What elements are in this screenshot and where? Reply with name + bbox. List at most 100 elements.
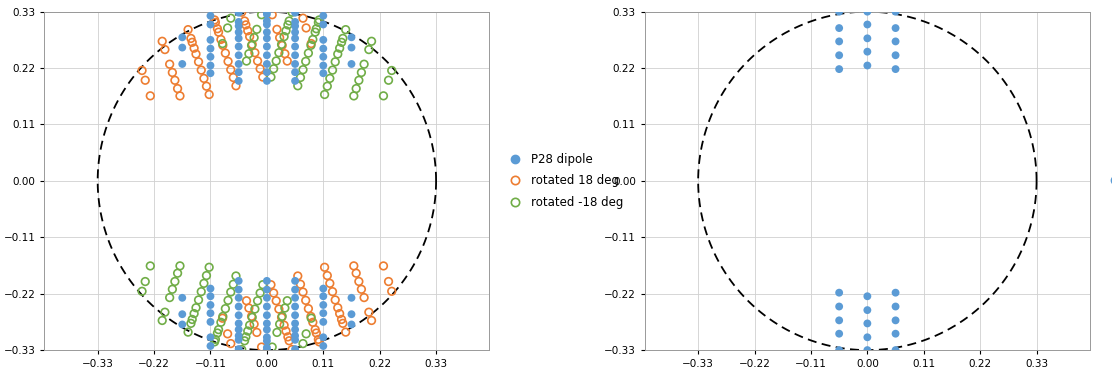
- Point: [237, 334, 255, 340]
- Point: [363, 38, 380, 44]
- Point: [858, 9, 876, 15]
- Point: [238, 58, 256, 64]
- Point: [379, 279, 397, 285]
- Point: [277, 28, 295, 34]
- Point: [133, 67, 151, 74]
- Point: [137, 77, 155, 83]
- Point: [214, 315, 231, 321]
- Point: [258, 344, 276, 350]
- Point: [321, 280, 339, 286]
- Point: [315, 302, 332, 308]
- Point: [207, 19, 225, 26]
- Point: [241, 33, 259, 40]
- Point: [201, 54, 219, 60]
- Point: [209, 26, 227, 32]
- Point: [186, 45, 203, 51]
- Point: [258, 312, 276, 318]
- Point: [294, 340, 311, 347]
- Point: [294, 15, 311, 21]
- Point: [252, 12, 270, 18]
- Point: [246, 49, 264, 56]
- Point: [214, 40, 231, 47]
- Point: [278, 58, 296, 64]
- Point: [186, 310, 203, 317]
- Point: [244, 314, 261, 321]
- Point: [201, 319, 219, 325]
- Point: [355, 294, 373, 301]
- Point: [309, 336, 327, 342]
- Point: [318, 83, 336, 89]
- Point: [315, 54, 332, 60]
- Point: [831, 289, 848, 296]
- Point: [286, 19, 304, 25]
- Point: [173, 44, 191, 51]
- Point: [355, 61, 373, 67]
- Point: [363, 317, 380, 324]
- Point: [286, 312, 304, 318]
- Point: [198, 272, 216, 279]
- Point: [289, 273, 307, 279]
- Point: [258, 44, 276, 50]
- Point: [286, 52, 304, 58]
- Point: [304, 36, 321, 42]
- Point: [297, 331, 315, 337]
- Point: [219, 58, 237, 65]
- Point: [350, 279, 368, 285]
- Point: [329, 51, 347, 57]
- Point: [161, 294, 179, 301]
- Point: [326, 297, 344, 303]
- Point: [858, 62, 876, 68]
- Point: [324, 67, 341, 73]
- Point: [310, 339, 328, 345]
- Point: [360, 309, 378, 315]
- Point: [316, 91, 334, 98]
- Point: [258, 303, 276, 310]
- Point: [299, 305, 317, 312]
- Point: [315, 310, 332, 316]
- Point: [886, 9, 904, 15]
- Point: [886, 303, 904, 310]
- Point: [831, 9, 848, 15]
- Point: [244, 41, 261, 47]
- Legend: P28 dipole, rotated 18 deg, rotated -18 deg: P28 dipole, rotated 18 deg, rotated -18 …: [498, 148, 628, 214]
- Point: [212, 36, 230, 42]
- Point: [153, 38, 171, 44]
- Point: [230, 320, 248, 326]
- Point: [264, 12, 281, 18]
- Point: [171, 263, 189, 269]
- Point: [342, 44, 360, 51]
- Point: [276, 305, 294, 311]
- Point: [187, 51, 205, 57]
- Point: [286, 303, 304, 310]
- Point: [291, 281, 309, 287]
- Point: [219, 331, 237, 337]
- Point: [227, 273, 245, 279]
- Point: [236, 338, 254, 344]
- Point: [246, 35, 264, 41]
- Point: [264, 344, 281, 350]
- Point: [183, 316, 201, 322]
- Point: [190, 59, 208, 65]
- Point: [307, 330, 325, 336]
- Point: [225, 281, 242, 287]
- Point: [240, 305, 258, 311]
- Point: [315, 293, 332, 300]
- Point: [284, 9, 301, 15]
- Point: [886, 25, 904, 31]
- Point: [342, 311, 360, 317]
- Point: [230, 61, 248, 67]
- Point: [206, 339, 224, 345]
- Point: [230, 278, 248, 284]
- Point: [258, 347, 276, 353]
- Point: [318, 272, 336, 279]
- Point: [239, 28, 257, 34]
- Point: [302, 315, 320, 321]
- Point: [353, 286, 370, 293]
- Point: [238, 298, 256, 304]
- Legend: P28 dipole (rotation-safe): P28 dipole (rotation-safe): [1099, 170, 1112, 192]
- Point: [270, 35, 288, 41]
- Point: [246, 306, 264, 312]
- Point: [267, 58, 285, 64]
- Point: [297, 25, 315, 31]
- Point: [222, 67, 240, 73]
